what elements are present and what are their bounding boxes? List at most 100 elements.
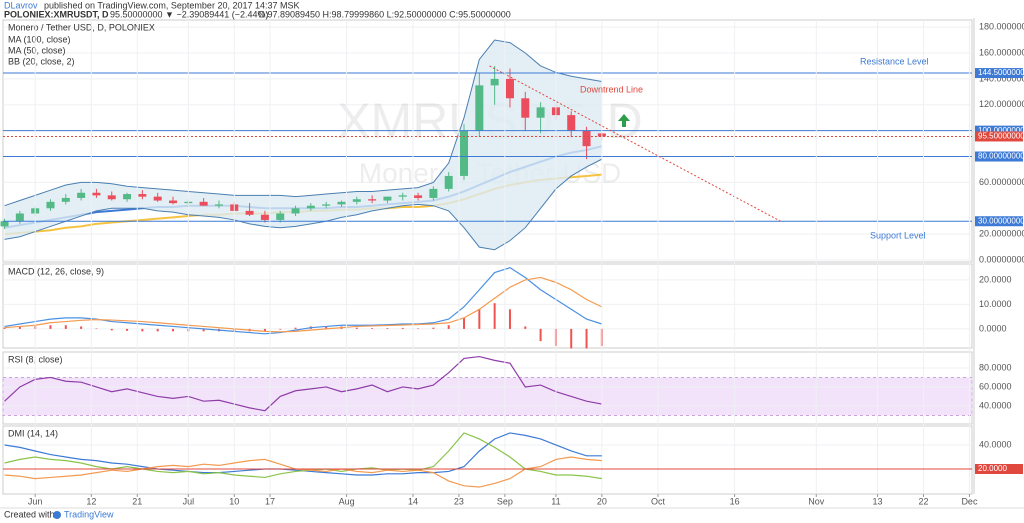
candle-body (368, 199, 377, 201)
x-tick-label: Jul (183, 496, 195, 506)
histogram-bar (524, 326, 527, 329)
histogram-bar (80, 326, 83, 329)
y-tick-label: 180.00000000 (979, 21, 1024, 31)
candle-body (15, 213, 24, 222)
candle-body (199, 201, 208, 206)
x-tick-label: 17 (265, 496, 275, 506)
candle-body (107, 195, 116, 200)
y-tick-label: 40.0000 (979, 439, 1012, 449)
histogram-bar (18, 326, 21, 329)
level-label-box (975, 151, 1023, 162)
x-tick-label: Aug (339, 496, 355, 506)
x-tick-label: Nov (808, 496, 825, 506)
candle-body (153, 196, 162, 201)
symbol: POLONIEX:XMRUSDT, D (4, 9, 109, 19)
y-tick-label: 20.00000000 (979, 229, 1024, 239)
x-tick-label: 22 (918, 496, 928, 506)
candle-body (460, 130, 469, 176)
annotation: Resistance Level (860, 56, 929, 66)
legend-entry: MA (100, close) (8, 34, 71, 44)
y-tick-label: 40.0000 (979, 400, 1012, 410)
candle-body (291, 208, 300, 214)
y-tick-label: 60.00000000 (979, 177, 1024, 187)
x-tick-label: 20 (597, 496, 607, 506)
histogram-bar (493, 303, 496, 329)
histogram-bar (447, 325, 450, 329)
line (4, 276, 603, 333)
plot-area: 180.00000000160.00000000140.00000000120.… (0, 18, 1024, 506)
histogram-bar (49, 325, 52, 329)
histogram-bar (126, 328, 129, 331)
histogram-bar (141, 328, 144, 332)
level-label: 95.50000000 (978, 132, 1024, 141)
level-label-box (975, 131, 1023, 142)
candle-body (214, 204, 223, 206)
line (4, 456, 602, 488)
histogram-bar (401, 327, 404, 329)
level-label-box (975, 216, 1023, 227)
panel-border (2, 19, 973, 263)
candle-body (123, 194, 132, 200)
x-tick-label: 12 (86, 496, 96, 506)
histogram-bar (202, 328, 205, 332)
candle-body (322, 204, 331, 206)
candle-body (521, 98, 530, 118)
candle-body (490, 78, 499, 86)
histogram-bar (263, 328, 266, 332)
y-tick-label: 20.0000 (979, 274, 1012, 284)
histogram-bar (371, 328, 374, 329)
candle-body (61, 197, 70, 202)
histogram-bar (432, 327, 435, 329)
candle-body (352, 199, 361, 202)
x-tick-label: 10 (229, 496, 239, 506)
level-label: 80.00000000 (978, 152, 1024, 161)
candle-body (245, 210, 254, 215)
x-tick-label: Jun (28, 496, 43, 506)
logo-icon (53, 511, 61, 519)
line (4, 432, 602, 480)
level-label-box (975, 125, 1023, 136)
candle-body (475, 85, 484, 131)
footer-text: Created with (4, 509, 55, 519)
histogram-bar (64, 325, 67, 329)
y-tick-label: 120.00000000 (979, 99, 1024, 109)
candle-body (77, 192, 86, 198)
histogram-bar (156, 328, 159, 332)
y-tick-label: 80.0000 (979, 362, 1012, 372)
candle-body (398, 195, 407, 197)
candle-body (536, 107, 545, 118)
candle-body (0, 221, 9, 227)
x-tick-label: 21 (132, 496, 142, 506)
histogram-bar (325, 326, 328, 329)
author[interactable]: DLavrov (4, 0, 38, 10)
legend-entry: BB (20, close, 2) (8, 56, 75, 66)
histogram-bar (279, 328, 282, 330)
histogram-bar (508, 309, 511, 329)
panel-title: MACD (12, 26, close, 9) (8, 266, 104, 276)
y-tick-label: 10.0000 (979, 299, 1012, 309)
histogram-bar (3, 327, 6, 329)
histogram-bar (110, 328, 113, 331)
arrow-icon (618, 114, 630, 127)
x-tick-label: 16 (730, 496, 740, 506)
line (4, 355, 602, 412)
histogram-bar (294, 327, 297, 329)
level-label: 144.50000000 (978, 68, 1024, 77)
candle-body (582, 130, 591, 147)
panel-title: DMI (14, 14) (8, 428, 58, 438)
ohlc: O:97.89089450 H:98.79999860 L:92.5000000… (258, 9, 511, 19)
footer-brand[interactable]: TradingView (64, 509, 114, 519)
histogram-bar (478, 309, 481, 329)
candle-body (429, 188, 438, 198)
x-tick-label: 23 (454, 496, 464, 506)
candle-body (306, 205, 315, 209)
histogram-bar (585, 328, 588, 349)
candle-body (46, 201, 55, 209)
candle-body (169, 200, 178, 204)
x-tick-label: Sep (497, 496, 513, 506)
candle-body (276, 213, 285, 220)
histogram-bar (539, 328, 542, 342)
x-tick-label: 13 (873, 496, 883, 506)
candle-body (138, 194, 147, 197)
